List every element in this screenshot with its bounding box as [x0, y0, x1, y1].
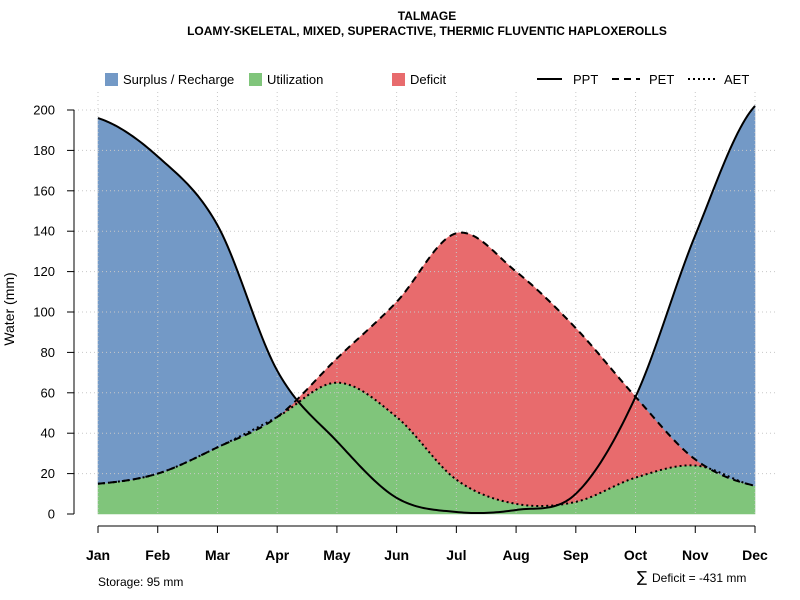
y-tick-label: 120 — [33, 264, 55, 279]
y-tick-label: 160 — [33, 183, 55, 198]
x-tick-label-apr: Apr — [265, 547, 290, 563]
chart-title: TALMAGE — [398, 9, 456, 23]
y-tick-label: 60 — [41, 385, 55, 400]
chart-subtitle: LOAMY-SKELETAL, MIXED, SUPERACTIVE, THER… — [187, 24, 667, 38]
legend-label-ppt: PPT — [573, 72, 598, 87]
legend-swatch-deficit — [392, 73, 405, 86]
x-tick-label-aug: Aug — [502, 547, 529, 563]
x-tick-label-feb: Feb — [145, 547, 170, 563]
series-line-ppt — [97, 105, 756, 515]
y-tick-label: 100 — [33, 305, 55, 320]
filled-areas — [97, 105, 756, 515]
series-line-aet — [97, 381, 756, 508]
y-tick-label: 20 — [41, 466, 55, 481]
x-tick-label-may: May — [323, 547, 350, 563]
x-tick-label-jan: Jan — [86, 547, 110, 563]
x-tick-label-sep: Sep — [563, 547, 589, 563]
legend-swatch-surplus — [105, 73, 118, 86]
sum-symbol: ∑ — [637, 568, 647, 586]
y-tick-label: 200 — [33, 103, 55, 118]
x-tick-label-oct: Oct — [624, 547, 648, 563]
y-tick-label: 0 — [48, 507, 55, 522]
x-tick-label-dec: Dec — [742, 547, 768, 563]
x-tick-label-jun: Jun — [384, 547, 409, 563]
storage-note: Storage: 95 mm — [98, 575, 183, 589]
legend-label-aet: AET — [724, 72, 749, 87]
deficit-note: Deficit = -431 mm — [652, 571, 746, 585]
y-axis: 0 20 40 60 80 100 120 140 160 180 200 — [33, 103, 75, 522]
legend: Surplus / Recharge Utilization Deficit P… — [105, 72, 749, 87]
legend-swatch-utilization — [249, 73, 262, 86]
y-tick-label: 140 — [33, 224, 55, 239]
x-tick-label-nov: Nov — [682, 547, 709, 563]
gridlines — [74, 92, 778, 514]
series-lines — [97, 105, 756, 515]
x-tick-label-mar: Mar — [205, 547, 230, 563]
legend-label-utilization: Utilization — [267, 72, 323, 87]
series-line-pet — [97, 231, 756, 487]
legend-label-pet: PET — [649, 72, 674, 87]
y-axis-label: Water (mm) — [1, 272, 17, 345]
legend-label-surplus: Surplus / Recharge — [123, 72, 234, 87]
y-tick-label: 80 — [41, 345, 55, 360]
x-axis: Jan Feb Mar Apr May Jun Jul Aug Sep Oct Nov Dec — [86, 525, 768, 563]
y-tick-label: 40 — [41, 426, 55, 441]
y-tick-label: 180 — [33, 143, 55, 158]
x-tick-label-jul: Jul — [446, 547, 466, 563]
legend-label-deficit: Deficit — [410, 72, 447, 87]
